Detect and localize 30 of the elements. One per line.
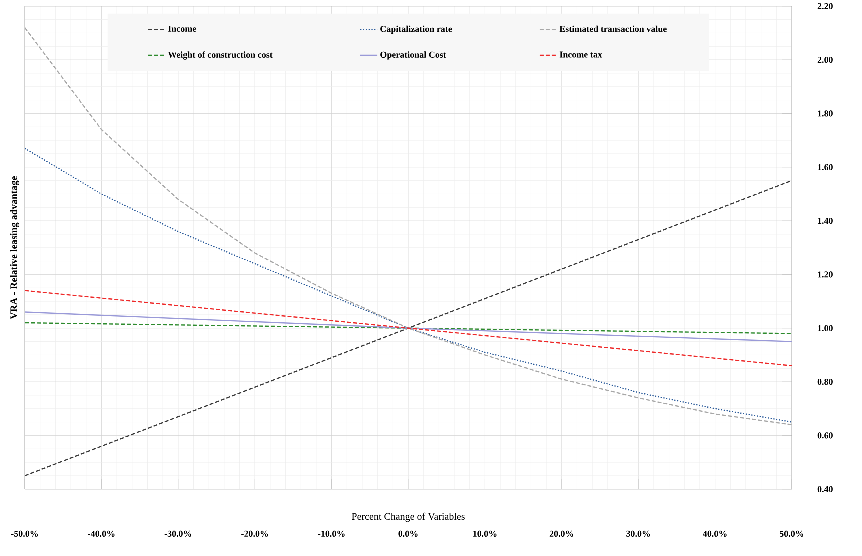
y-tick-label: 0.80 (818, 378, 833, 385)
x-tick-label: 30.0% (626, 530, 650, 537)
y-tick-label: 0.60 (818, 432, 833, 439)
x-tick-label: -10.0% (318, 530, 345, 537)
x-axis-title: Percent Change of Variables (352, 512, 465, 522)
legend-label: Operational Cost (380, 51, 446, 60)
y-tick-label: 1.60 (818, 164, 833, 170)
legend-label: Capitalization rate (380, 26, 452, 34)
x-tick-label: 0.0% (398, 530, 418, 537)
y-tick-label: 1.40 (818, 218, 833, 224)
legend-label: Estimated transaction value (560, 26, 667, 32)
legend-label: Income (168, 26, 196, 32)
y-tick-label: 1.20 (818, 271, 833, 278)
y-tick-label: 0.40 (818, 486, 833, 492)
y-tick-label: 2.20 (818, 3, 833, 10)
legend-label: Weight of construction cost (168, 51, 273, 60)
legend-label: Income tax (560, 52, 602, 58)
x-tick-label: -20.0% (242, 530, 268, 537)
y-axis-title: VRA - Relative leasing advantage (10, 176, 20, 320)
y-tick-label: 1.00 (818, 325, 833, 332)
x-tick-label: -30.0% (164, 530, 192, 537)
x-tick-label: -40.0% (88, 530, 115, 537)
x-tick-label: -50.0% (11, 530, 38, 537)
x-tick-label: 40.0% (703, 530, 727, 537)
x-tick-label: 50.0% (780, 530, 804, 537)
x-tick-label: 10.0% (474, 530, 497, 537)
line-series (25, 148, 792, 423)
y-tick-label: 2.00 (818, 56, 833, 63)
x-tick-label: 20.0% (550, 530, 574, 537)
y-tick-label: 1.80 (818, 110, 833, 117)
